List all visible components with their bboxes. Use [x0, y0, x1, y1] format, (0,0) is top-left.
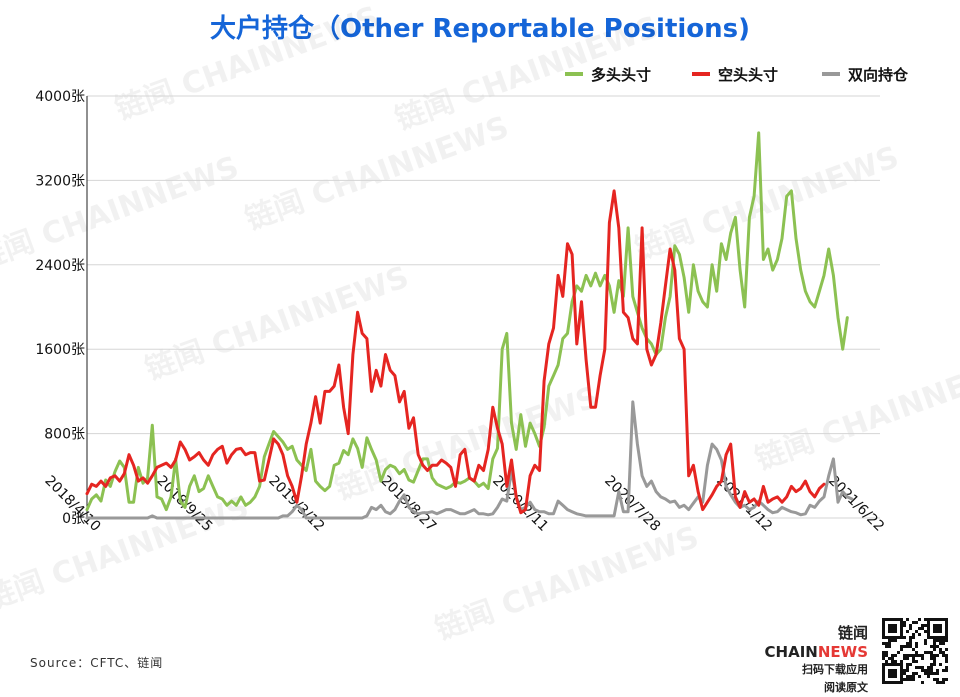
watermark-text: 链闻 CHAINNEWS: [431, 520, 704, 648]
source-text: Source：CFTC、链闻: [30, 656, 164, 670]
legend: 多头头寸 空头头寸 双向持仓: [565, 66, 909, 84]
watermark-text: 链闻 CHAINNEWS: [331, 380, 604, 508]
watermark-text: 链闻 CHAINNEWS: [111, 0, 384, 128]
series-line-1: [85, 189, 826, 515]
legend-label: 多头头寸: [591, 66, 651, 84]
legend-label: 空头头寸: [718, 66, 778, 84]
y-tick-label: 3200张: [35, 173, 85, 189]
series-layer: [85, 131, 854, 520]
legend-label: 双向持仓: [848, 66, 909, 84]
brand-name-part1: 链闻 CHAIN: [764, 624, 868, 661]
watermark-text: 链闻 CHAINNEWS: [751, 350, 960, 478]
y-tick-label: 4000张: [35, 89, 85, 105]
y-axis-ticks: 4000张 3200张 2400张 1600张 800张 0张: [35, 89, 85, 527]
y-tick-label: 2400张: [35, 258, 85, 274]
watermark-text: 链闻 CHAINNEWS: [141, 260, 414, 388]
watermark-text: 链闻 CHAINNEWS: [241, 110, 514, 238]
brand-name-part2: NEWS: [817, 643, 868, 661]
y-tick-label: 1600张: [35, 342, 85, 358]
brand-read-text: 阅读原文: [824, 681, 868, 694]
brand-block: 链闻 CHAINNEWS 扫码下载应用 阅读原文: [730, 622, 868, 697]
series-line-2: [85, 400, 854, 520]
series-line-0: [85, 131, 849, 512]
qr-code-icon[interactable]: [882, 618, 948, 684]
x-tick-label: 2020/7/28: [601, 473, 663, 535]
y-tick-label: 0张: [62, 511, 85, 527]
brand-download-text: 扫码下载应用: [802, 663, 868, 676]
y-tick-label: 800张: [44, 427, 85, 443]
chart-title: 大户持仓（Other Reportable Positions): [209, 14, 751, 44]
watermark-text: 链闻 CHAINNEWS: [0, 490, 253, 618]
brand-name: 链闻 CHAINNEWS: [730, 622, 868, 661]
